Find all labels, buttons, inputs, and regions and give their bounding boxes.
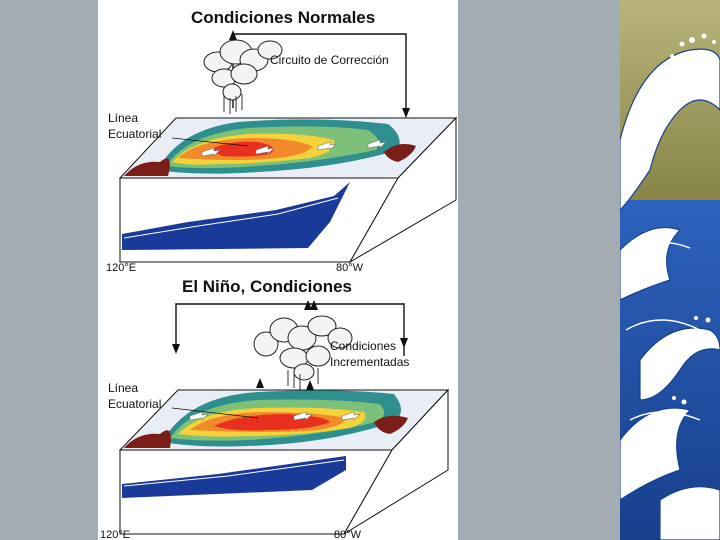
box-side xyxy=(348,116,457,264)
el-nino-diagram: El Niño, Condiciones xyxy=(100,277,450,540)
lon-west-label: 120°E xyxy=(100,529,130,540)
land-masses xyxy=(124,415,408,448)
rain-lines xyxy=(223,94,243,114)
lon-west-label: 120°E xyxy=(106,262,136,272)
sst-bands xyxy=(162,390,401,447)
normal-conditions-diagram: Condiciones Normales xyxy=(106,8,458,272)
circuit-label-line1: Condiciones xyxy=(330,339,396,353)
equator-pointer xyxy=(171,137,249,147)
equator-label-line1: Línea xyxy=(108,111,138,125)
thermocline-line xyxy=(123,459,345,487)
circuit-label-line2: Incrementadas xyxy=(330,355,409,369)
arrow-icon xyxy=(229,30,410,128)
lon-east-label: 80°W xyxy=(334,529,362,540)
cloud-icon xyxy=(203,39,283,101)
wind-arrows xyxy=(189,411,361,421)
normal-title: Condiciones Normales xyxy=(191,8,375,27)
wind-arrows xyxy=(201,139,387,157)
circulation-loop xyxy=(175,303,405,356)
deep-water xyxy=(122,456,346,498)
circuit-label: Circuito de Corrección xyxy=(270,53,389,67)
wave-decoration xyxy=(620,0,720,540)
cloud-icon xyxy=(253,315,353,381)
equator-label-line1: Línea xyxy=(108,381,138,395)
equator-label-line2: Ecuatorial xyxy=(108,127,161,141)
figure-panel: Condiciones Normales xyxy=(98,0,458,540)
wave-art xyxy=(620,0,720,540)
deep-water xyxy=(122,182,350,250)
thermocline-line xyxy=(123,197,339,239)
equator-label-line2: Ecuatorial xyxy=(108,397,161,411)
lon-east-label: 80°W xyxy=(336,262,364,272)
sst-bands xyxy=(158,119,400,174)
land-masses xyxy=(124,144,416,176)
equator-pointer xyxy=(171,407,259,419)
rain-lines xyxy=(287,368,319,390)
nino-title: El Niño, Condiciones xyxy=(182,277,352,296)
box-side xyxy=(343,388,449,535)
